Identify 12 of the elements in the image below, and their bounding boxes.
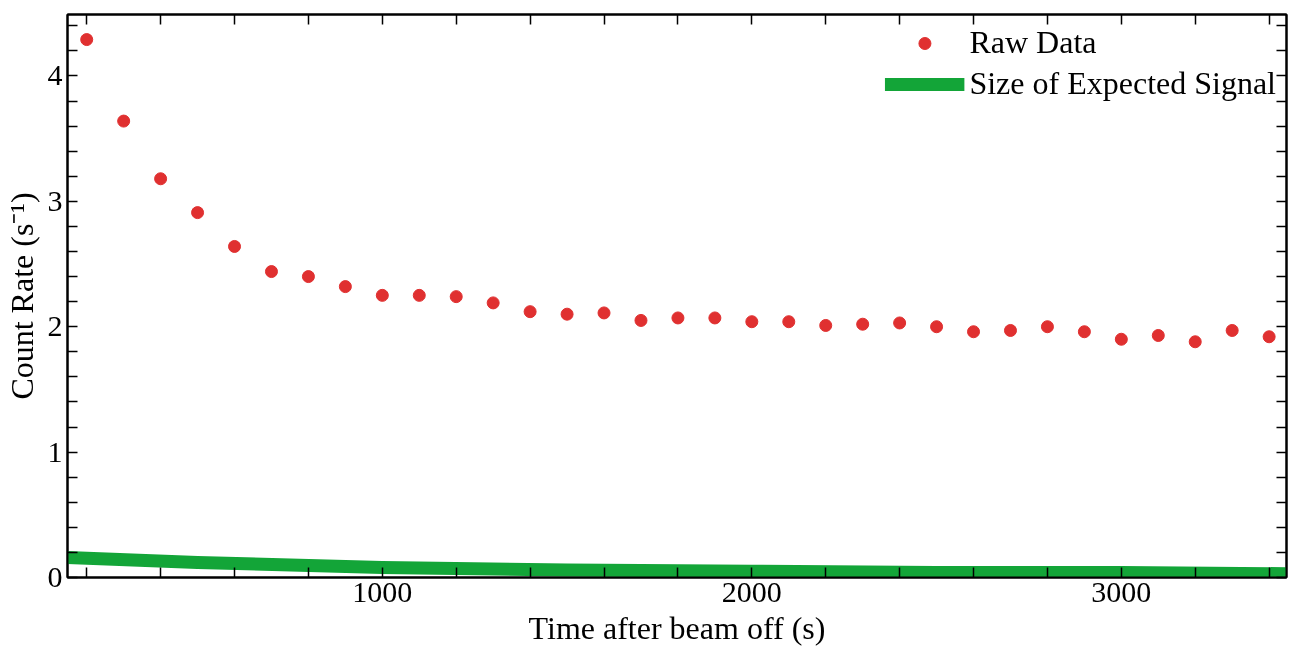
legend-label: Size of Expected Signal [969, 65, 1276, 102]
x-tick-label: 3000 [1091, 574, 1152, 608]
y-tick-label: 0 [47, 560, 63, 593]
x-axis-title: Time after beam off (s) [528, 609, 826, 646]
legend-label: Raw Data [969, 24, 1097, 61]
y-tick-label: 3 [47, 183, 63, 217]
y-axis-title: Count Rate (s⁻¹) [3, 192, 40, 400]
y-tick-label: 1 [47, 434, 63, 468]
y-tick-label: 4 [47, 58, 63, 92]
x-tick-label: 1000 [352, 574, 413, 608]
y-tick-label: 2 [47, 309, 63, 343]
x-tick-label: 2000 [721, 574, 782, 608]
